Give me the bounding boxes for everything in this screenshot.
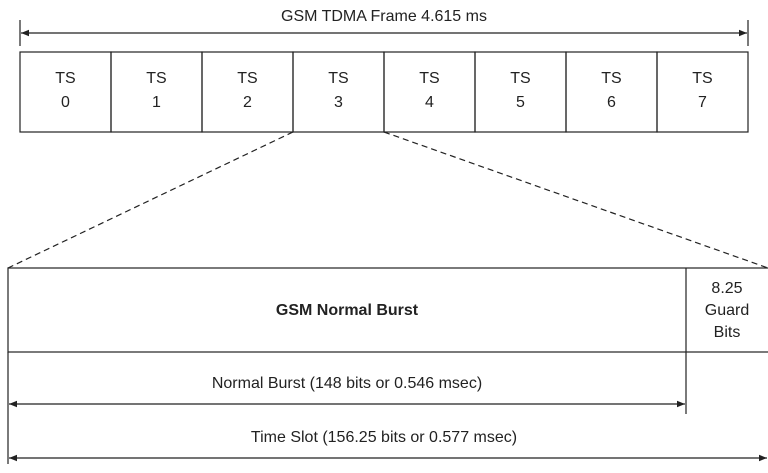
slot-label: TS [328,70,348,87]
slot-box [110,51,203,133]
slot-number: 5 [516,94,525,111]
guard-text: Bits [714,324,741,341]
slot-number: 7 [698,94,707,111]
slot-number: 6 [607,94,616,111]
slot-box [383,51,476,133]
burst-title: GSM Normal Burst [276,302,419,319]
normal-burst-label: Normal Burst (148 bits or 0.546 msec) [212,375,482,392]
slot-box [292,51,385,133]
slot-number: 0 [61,94,70,111]
slot-box [474,51,567,133]
slot-box [565,51,658,133]
slot-box [656,51,749,133]
guard-text: 8.25 [711,280,742,297]
slot-number: 2 [243,94,252,111]
slot-number: 3 [334,94,343,111]
slot-label: TS [419,70,439,87]
zoom-line [383,131,768,269]
slot-box [201,51,294,133]
slot-label: TS [237,70,257,87]
time-slot-label: Time Slot (156.25 bits or 0.577 msec) [251,429,517,446]
slot-number: 4 [425,94,434,111]
guard-text: Guard [705,302,749,319]
zoom-line [7,131,294,269]
slot-label: TS [146,70,166,87]
slot-label: TS [601,70,621,87]
slot-label: TS [510,70,530,87]
frame-title: GSM TDMA Frame 4.615 ms [281,8,487,25]
burst-box [7,267,768,353]
slot-number: 1 [152,94,161,111]
slot-label: TS [55,70,75,87]
slot-box [19,51,112,133]
slot-label: TS [692,70,712,87]
slots: TS 0 TS 1 TS 2 TS 3 TS 4 TS 5 TS 6 TS 7 [19,51,749,133]
